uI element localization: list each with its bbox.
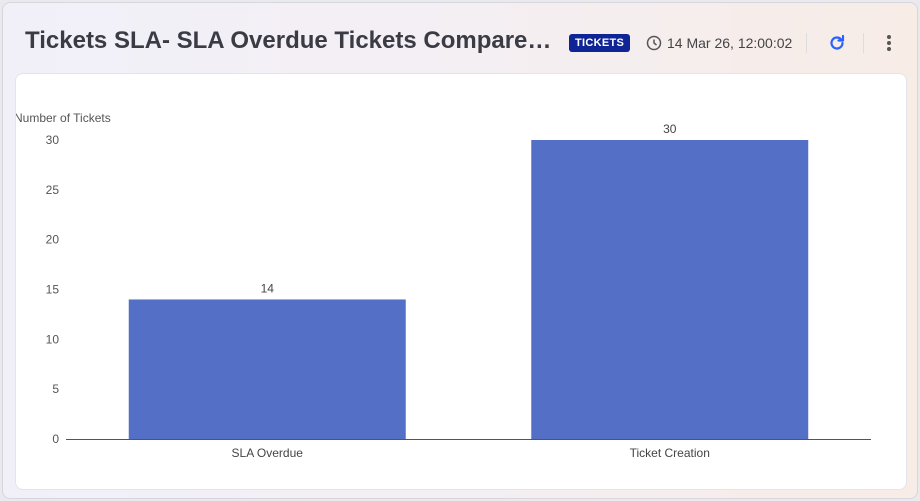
more-options-icon[interactable] [885,33,893,53]
y-tick-label: 25 [46,183,60,197]
widget-title: Tickets SLA- SLA Overdue Tickets Compare… [25,27,555,54]
x-tick-label: SLA Overdue [232,446,304,460]
y-tick-label: 30 [46,133,60,147]
y-tick-label: 15 [46,283,60,297]
y-tick-label: 20 [46,233,60,247]
data-label: 30 [663,122,677,136]
clock-icon [646,35,662,51]
divider [806,33,807,53]
last-updated-timestamp: 14 Mar 26, 12:00:02 [667,35,793,51]
chart-card: Number of Tickets 0 5 10 15 20 25 30 14 SLA Overd… [14,73,907,490]
bar-chart: Number of Tickets 0 5 10 15 20 25 30 14 SLA Overd… [14,111,871,460]
refresh-icon[interactable] [827,33,847,53]
bar [128,299,406,439]
data-label: 14 [261,281,275,295]
y-tick-label: 5 [52,382,59,396]
bar [531,140,809,439]
x-tick-label: Ticket Creation [630,446,710,460]
y-tick-label: 10 [46,332,60,346]
divider [863,33,864,53]
y-tick-label: 0 [52,432,59,446]
y-axis-label: Number of Tickets [16,111,111,125]
category-badge: TICKETS [569,34,631,52]
